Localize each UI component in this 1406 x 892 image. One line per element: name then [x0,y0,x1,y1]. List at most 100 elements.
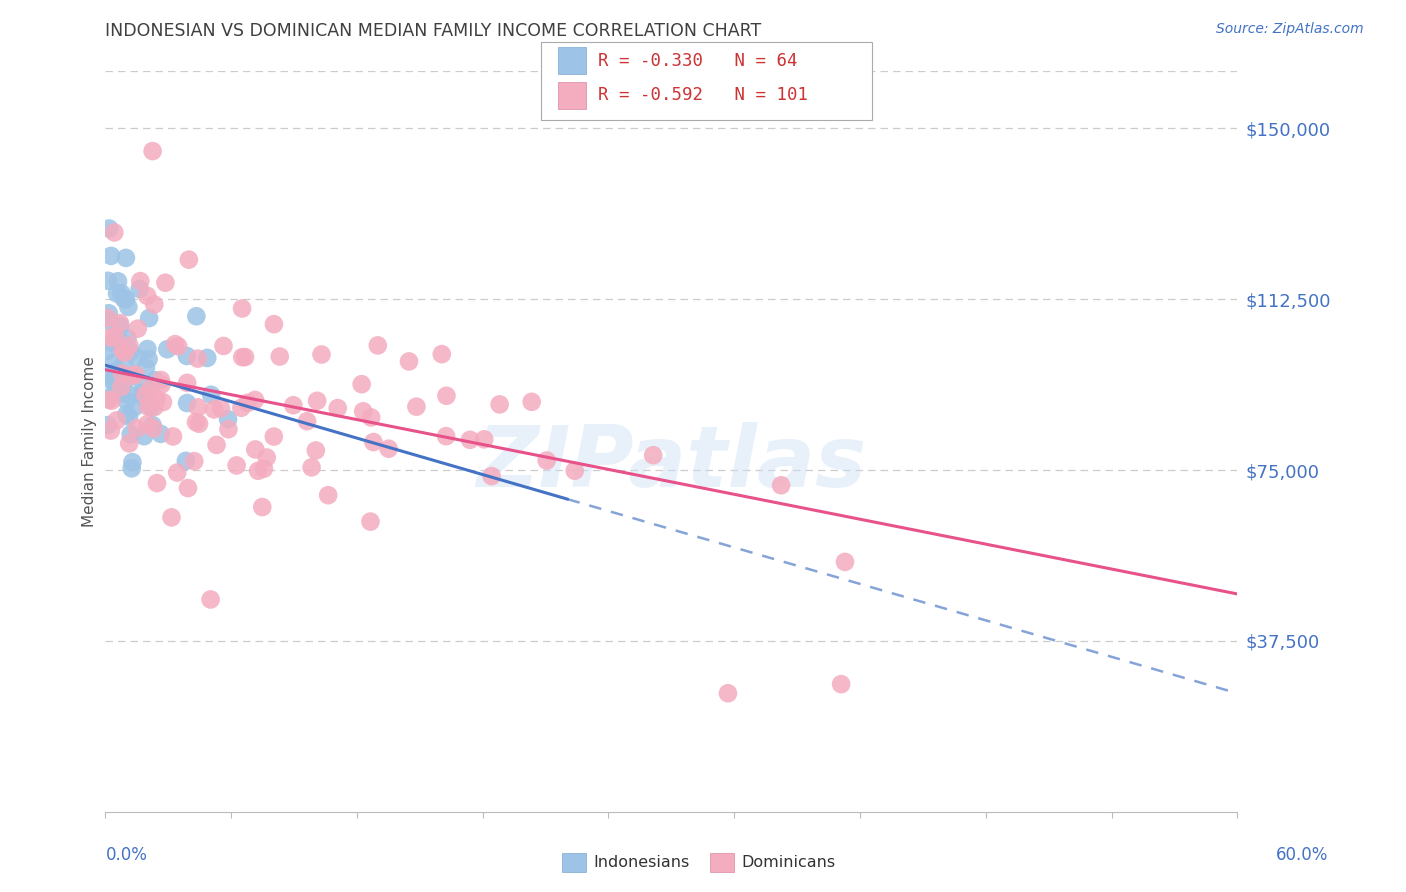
Point [243,392,266,407]
Point [129,274,152,288]
Point [165,337,187,351]
Point [136,342,159,356]
Point [184,415,207,429]
Point [141,400,163,414]
Text: 60.0%: 60.0% [1277,846,1329,863]
Point [105,286,128,301]
Point [283,398,305,412]
Point [187,351,209,366]
Point [352,404,374,418]
Point [142,144,165,158]
Point [127,321,149,335]
Point [209,401,232,416]
Point [128,282,150,296]
Point [176,349,198,363]
Point [717,686,740,700]
Point [115,292,138,306]
Point [136,289,159,303]
Point [231,350,253,364]
Point [134,388,156,402]
Point [124,401,146,415]
Point [152,395,174,409]
Point [236,396,259,410]
Point [105,413,128,427]
Point [97,417,120,432]
Point [117,331,139,345]
Point [430,347,453,361]
Y-axis label: Median Family Income: Median Family Income [82,356,97,527]
Point [174,454,197,468]
Point [96,310,118,325]
Point [96,391,118,405]
Point [110,386,132,401]
Point [166,466,188,480]
Point [118,409,141,424]
Point [247,464,270,478]
Text: R = -0.592   N = 101: R = -0.592 N = 101 [598,87,807,104]
Point [97,306,120,320]
Point [142,418,165,433]
Point [350,377,373,392]
Point [472,433,495,447]
Point [200,388,222,402]
Point [162,429,184,443]
Point [363,435,385,450]
Point [233,350,256,364]
Point [253,461,276,475]
Point [205,438,228,452]
Point [263,429,285,443]
Point [114,345,136,359]
Point [405,400,427,414]
Point [377,442,399,456]
Point [143,297,166,311]
Point [434,429,457,443]
Point [107,366,129,380]
Point [110,286,132,301]
Point [125,421,148,435]
Point [359,515,381,529]
Point [231,401,253,415]
Text: ZIPatlas: ZIPatlas [477,422,866,505]
Point [107,274,129,288]
Point [643,448,665,462]
Point [110,335,132,350]
Point [104,329,127,343]
Point [121,455,143,469]
Point [143,400,166,414]
Point [177,252,200,267]
Point [231,301,253,316]
Point [120,388,142,402]
Point [177,481,200,495]
Point [488,397,510,411]
Point [111,343,134,357]
Point [200,592,222,607]
Point [101,335,124,350]
Point [305,443,328,458]
Point [124,368,146,382]
Point [138,351,160,366]
Point [120,427,142,442]
Point [112,292,135,306]
Point [118,338,141,352]
Point [132,429,155,443]
Point [160,510,183,524]
Point [834,555,856,569]
Point [398,354,420,368]
Point [114,368,136,383]
Point [98,392,121,407]
Point [103,226,125,240]
Point [121,461,143,475]
Point [307,393,329,408]
Point [110,318,132,333]
Point [121,368,143,383]
Point [118,436,141,450]
Point [134,391,156,405]
Point [830,677,852,691]
Point [112,378,135,392]
Point [316,488,339,502]
Point [115,408,138,422]
Point [136,417,159,432]
Point [360,410,382,425]
Point [256,450,278,465]
Point [111,378,134,392]
